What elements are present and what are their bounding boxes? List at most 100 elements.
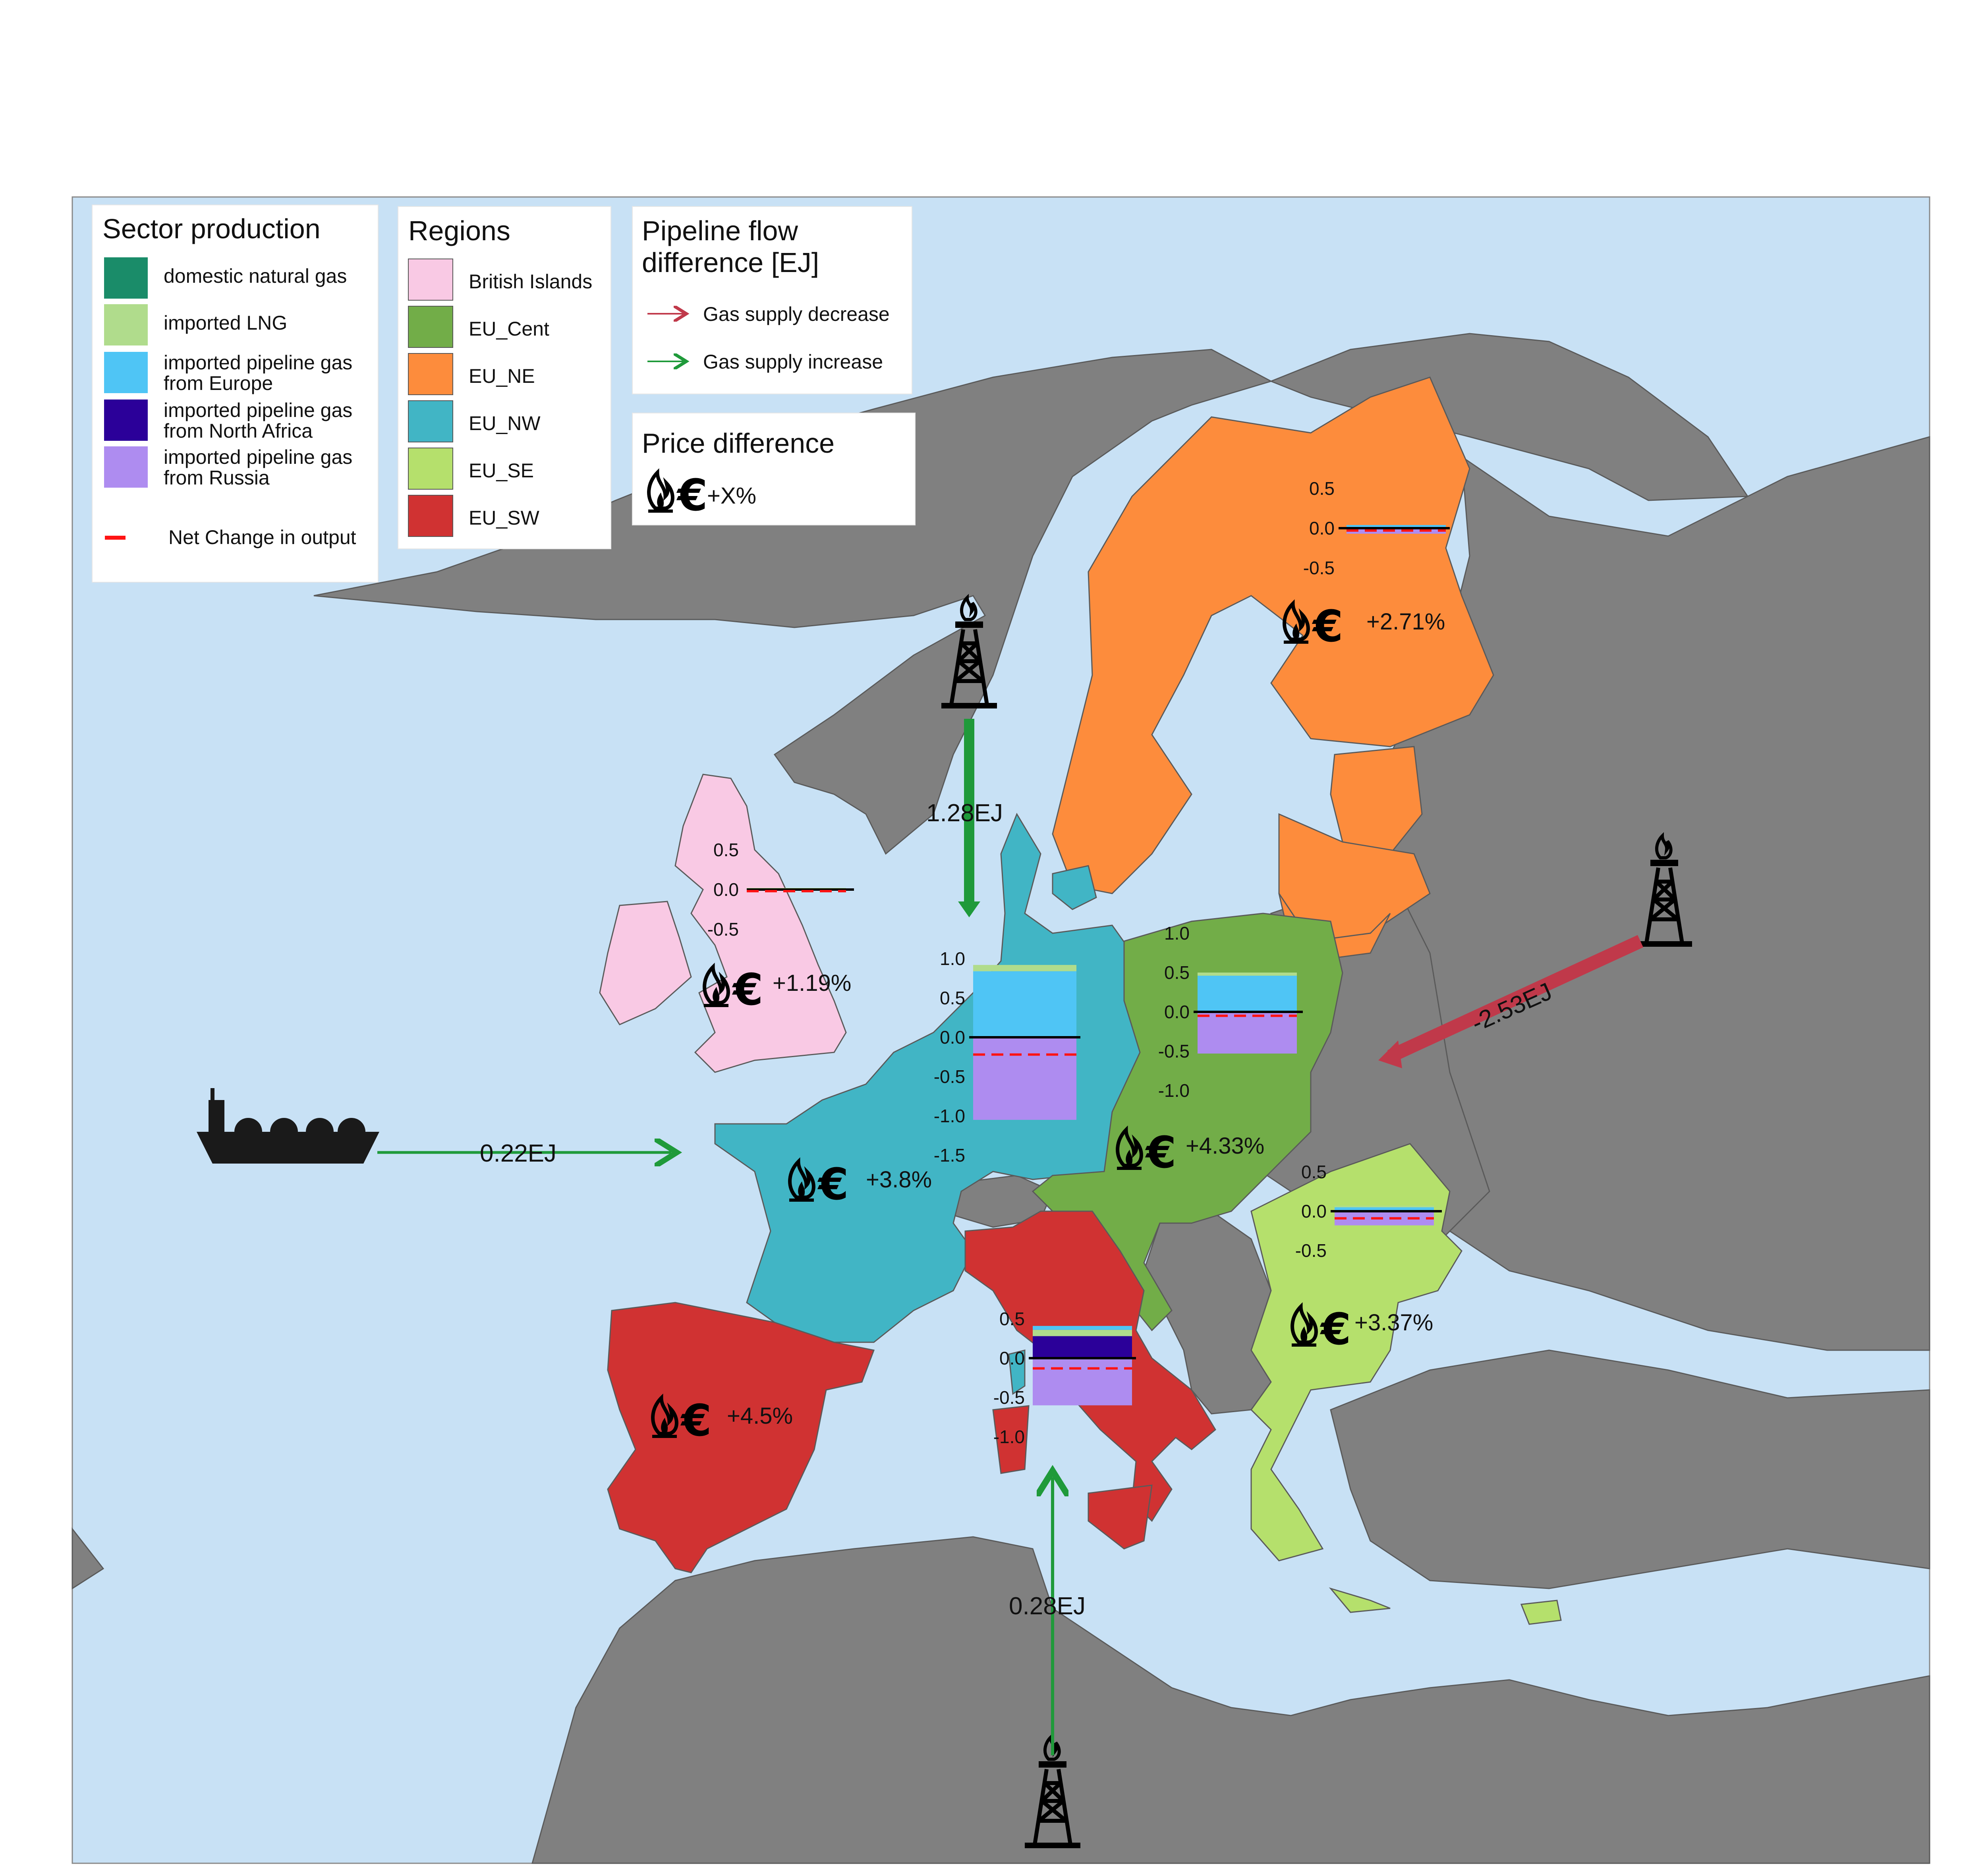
island-corsica <box>1008 1349 1026 1395</box>
flow-arrow-russia <box>1387 935 1644 1063</box>
bar-segment <box>1335 1207 1434 1211</box>
bar-segment <box>1033 1326 1132 1330</box>
legend-price-title: Price difference <box>642 428 835 459</box>
tick-label: 0.0 <box>1164 1002 1190 1022</box>
flow-label-lng: 0.22EJ <box>480 1140 556 1167</box>
flow-arrowhead-russia <box>1378 1040 1402 1068</box>
sector-label: imported LNG <box>164 312 287 334</box>
non-eu-land <box>71 333 1930 1864</box>
price-label-eu-cent: +4.33% <box>1186 1133 1264 1159</box>
bar-segment <box>1033 1358 1132 1405</box>
region-swatch <box>408 495 453 537</box>
bar-segment <box>973 1037 1076 1120</box>
bar-segment <box>1347 525 1446 528</box>
tick-label: -0.5 <box>934 1066 965 1087</box>
legend-flow-title-2: difference [EJ] <box>642 247 819 278</box>
tick-label: 1.0 <box>1164 923 1190 944</box>
region-label: British Islands <box>469 270 592 293</box>
legend-price-difference: Price difference +X% <box>632 413 916 525</box>
sector-label: imported pipeline gas <box>164 351 352 374</box>
price-british-islands: +1.19% <box>704 964 851 1015</box>
bar-segment <box>1198 973 1297 976</box>
regional-bar-charts: 0.5 0.0 -0.5 0.5 0.0 -0.5 1.0 0.5 0.0 -0.5 -1.0 -1.… <box>707 478 1450 1447</box>
legend-increase-label: Gas supply increase <box>703 351 883 373</box>
bar-segment <box>1335 1206 1434 1208</box>
price-label-eu-sw: +4.5% <box>727 1403 793 1429</box>
price-eu-ne: +2.71% <box>1284 601 1445 652</box>
price-label-eu-se: +3.37% <box>1354 1310 1433 1336</box>
legend-sector-title: Sector production <box>102 213 321 244</box>
region-swatch <box>408 448 453 490</box>
bar-chart-british-islands: 0.5 0.0 -0.5 <box>707 840 854 940</box>
tick-label: 0.0 <box>940 1027 965 1048</box>
price-eu-cent: +4.33% <box>1117 1127 1264 1178</box>
tick-label: 0.0 <box>713 879 739 900</box>
legend-flow-title-1: Pipeline flow <box>642 215 798 246</box>
bar-segment <box>973 971 1076 1037</box>
bar-segment <box>973 965 1076 971</box>
price-eu-se: +3.37% <box>1292 1304 1433 1355</box>
region-swatch <box>408 400 453 442</box>
sector-label: imported pipeline gas <box>164 399 352 421</box>
legend-regions: Regions British Islands EU_Cent EU_NE EU_NW… <box>398 206 611 549</box>
legend-regions-title: Regions <box>408 215 510 246</box>
tick-label: -1.5 <box>934 1145 965 1166</box>
tick-label: 0.5 <box>1164 962 1190 983</box>
tick-label: 0.5 <box>1309 478 1335 499</box>
bar-segment <box>1033 1330 1132 1336</box>
sector-swatch <box>104 400 148 441</box>
region-swatch <box>408 353 453 395</box>
region-eu-se <box>1250 1143 1562 1625</box>
price-label-eu-nw: +3.8% <box>866 1167 932 1193</box>
tick-label: 0.5 <box>713 840 739 860</box>
sector-label-line2: from Europe <box>164 372 273 394</box>
bar-segment <box>1198 1012 1297 1054</box>
net-change-label: Net Change in output <box>168 526 356 548</box>
tick-label: -0.5 <box>707 919 739 940</box>
tick-label: 0.5 <box>1301 1162 1327 1182</box>
legend-decrease-label: Gas supply decrease <box>703 303 890 325</box>
bar-segment <box>1033 1336 1132 1358</box>
tick-label: -1.0 <box>993 1426 1025 1447</box>
tick-label: -0.5 <box>1295 1240 1327 1261</box>
sector-label-line2: from North Africa <box>164 420 313 442</box>
legend-pipeline-flow: Pipeline flow difference [EJ] Gas supply… <box>632 206 912 394</box>
sector-label: imported pipeline gas <box>164 446 352 468</box>
tick-label: 0.0 <box>1309 518 1335 538</box>
region-label: EU_Cent <box>469 318 549 340</box>
tick-label: 0.5 <box>999 1309 1025 1329</box>
sector-label: domestic natural gas <box>164 265 347 287</box>
region-swatch <box>408 259 453 301</box>
sector-swatch <box>104 352 148 393</box>
sector-swatch <box>104 304 148 345</box>
bar-chart-eu-cent: 1.0 0.5 0.0 -0.5 -1.0 <box>1158 923 1303 1101</box>
price-eu-sw: +4.5% <box>652 1395 793 1446</box>
flow-arrowhead-norway <box>958 901 980 917</box>
region-label: EU_NE <box>469 365 535 387</box>
lng-ship-icon <box>197 1088 379 1164</box>
tick-label: 0.0 <box>999 1348 1025 1368</box>
tick-label: -0.5 <box>993 1387 1025 1408</box>
tick-label: -1.0 <box>1158 1080 1190 1101</box>
tick-label: -0.5 <box>1158 1041 1190 1062</box>
tick-label: -0.5 <box>1303 558 1335 578</box>
region-swatch <box>408 306 453 348</box>
flow-label-norway: 1.28EJ <box>926 799 1003 827</box>
sector-label-line2: from Russia <box>164 467 270 489</box>
flow-label-north-africa: 0.28EJ <box>1009 1592 1086 1620</box>
price-eu-nw: +3.8% <box>789 1159 932 1210</box>
price-label-eu-ne: +2.71% <box>1366 609 1445 635</box>
bar-segment <box>1198 975 1297 1012</box>
region-label: EU_NW <box>469 412 541 434</box>
bar-chart-eu-nw: 1.0 0.5 0.0 -0.5 -1.0 -1.5 <box>934 948 1080 1166</box>
tick-label: 0.0 <box>1301 1201 1327 1222</box>
bar-chart-eu-sw: 0.5 0.0 -0.5 -1.0 <box>993 1309 1136 1447</box>
legend-sector-production: Sector production domestic natural gas im… <box>92 205 379 583</box>
sector-swatch <box>104 446 148 488</box>
region-label: EU_SE <box>469 459 534 482</box>
sector-swatch <box>104 257 148 299</box>
bar-chart-eu-ne: 0.5 0.0 -0.5 <box>1303 478 1450 578</box>
price-label-british-islands: +1.19% <box>773 970 851 996</box>
